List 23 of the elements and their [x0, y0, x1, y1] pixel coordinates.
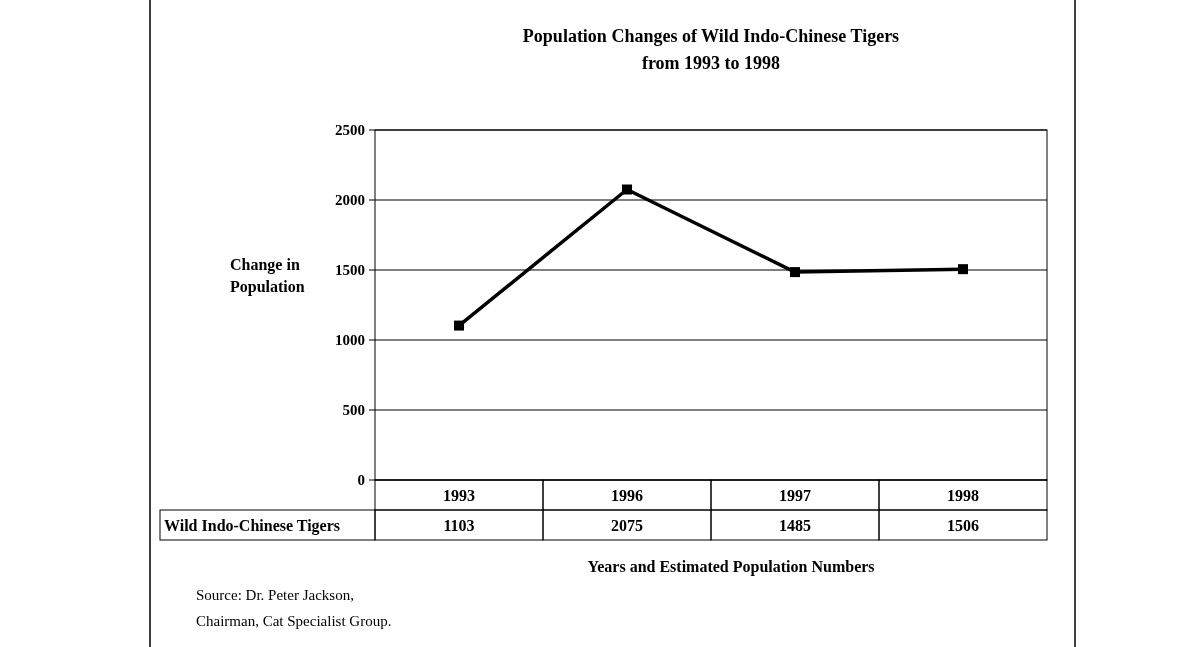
- x-tick-label: 1996: [611, 486, 643, 504]
- data-label: 2075: [611, 516, 643, 534]
- y-tick-label: 1500: [335, 262, 365, 279]
- source-note: Source: Dr. Peter Jackson, Chairman, Cat Specialist Group.: [196, 587, 392, 629]
- data-label: 1103: [443, 516, 475, 534]
- chart-title: Population Changes of Wild Indo-Chinese Tigers from 1993 to 1998: [522, 26, 900, 73]
- data-label: 1485: [779, 516, 811, 534]
- text: Wild Indo-Chinese Tigers: [164, 516, 341, 535]
- y-tick-label: 0: [357, 472, 365, 489]
- y-axis-title: Change in Population: [230, 256, 305, 296]
- point: [622, 184, 632, 195]
- y-tick-label: 2500: [335, 122, 365, 139]
- x-tick-label: 1998: [947, 486, 979, 504]
- point: [958, 264, 968, 275]
- x-axis-title: Years and Estimated Population Numbers: [587, 558, 875, 576]
- y-tick-label: 1000: [335, 332, 365, 349]
- y-tick-label: 2000: [335, 192, 365, 209]
- point: [454, 320, 464, 331]
- x-tick-label: 1993: [443, 486, 475, 504]
- x-tick-label: 1997: [779, 486, 811, 504]
- point: [790, 267, 800, 278]
- data-label: 1506: [947, 516, 979, 534]
- y-tick-label: 500: [342, 402, 365, 419]
